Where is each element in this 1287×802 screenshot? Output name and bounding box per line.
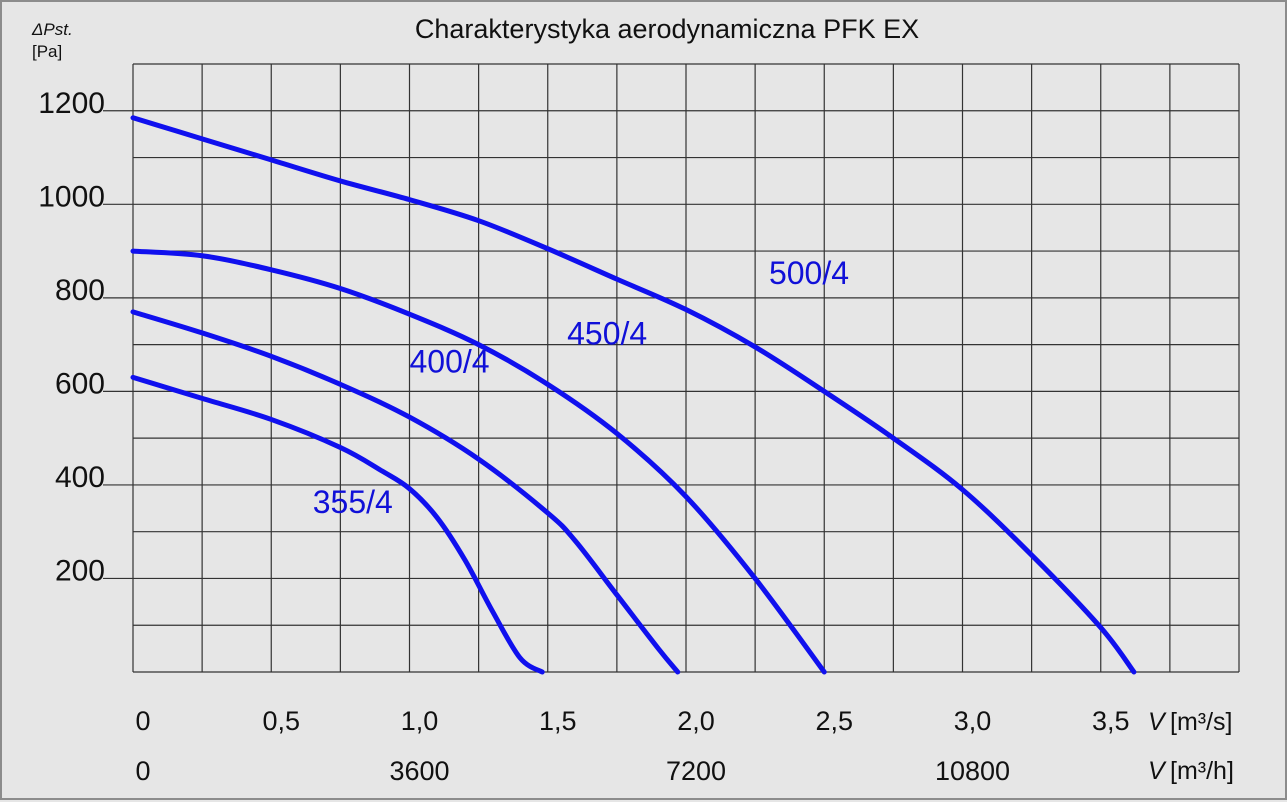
x-tick-label: 0 xyxy=(135,706,150,736)
curves xyxy=(130,115,1137,675)
y-axis-unit: [Pa] xyxy=(32,42,62,61)
y-axis-symbol: ΔPst. xyxy=(31,20,73,39)
curve-500-4 xyxy=(130,115,1137,675)
series-label-355-4: 355/4 xyxy=(313,484,393,520)
x2-tick-label: 0 xyxy=(135,756,150,786)
series-label-400-4: 400/4 xyxy=(410,344,490,380)
x-tick-label: 3,5 xyxy=(1092,706,1130,736)
x-axis-unit: [m³/s] xyxy=(1170,708,1233,736)
tick-labels: 200 400 600 800 1000 1200 0 0,5 1,0 1,5 2,0 2,5 3,0 3… xyxy=(38,87,1129,786)
series-labels: 355/4 400/4 450/4 500/4 xyxy=(313,255,849,520)
x-tick-label: 2,0 xyxy=(677,706,715,736)
x2-tick-label: 3600 xyxy=(389,756,449,786)
x2-tick-label: 7200 xyxy=(666,756,726,786)
y-tick-label: 1000 xyxy=(38,180,105,213)
y-tick-label: 800 xyxy=(55,274,105,307)
x-tick-label: 0,5 xyxy=(262,706,300,736)
y-tick-label: 600 xyxy=(55,367,105,400)
y-tick-label: 400 xyxy=(55,461,105,494)
grid xyxy=(103,63,1240,673)
chart-title: Charakterystyka aerodynamiczna PFK EX xyxy=(415,14,919,44)
series-label-500-4: 500/4 xyxy=(769,255,849,291)
x-tick-label: 1,5 xyxy=(539,706,577,736)
x-tick-label: 3,0 xyxy=(954,706,992,736)
curve-450-4 xyxy=(130,248,827,675)
x-axis-symbol: V xyxy=(1148,708,1167,736)
x2-tick-label: 10800 xyxy=(935,756,1010,786)
x2-axis-symbol: V xyxy=(1148,757,1167,785)
x-tick-label: 1,0 xyxy=(401,706,439,736)
series-label-450-4: 450/4 xyxy=(567,316,647,352)
x2-axis-unit: [m³/h] xyxy=(1170,757,1234,785)
y-tick-label: 1200 xyxy=(38,87,105,120)
curve-400-4 xyxy=(130,309,681,675)
x-tick-label: 2,5 xyxy=(815,706,853,736)
curve-355-4 xyxy=(130,374,545,675)
y-tick-label: 200 xyxy=(55,554,105,587)
